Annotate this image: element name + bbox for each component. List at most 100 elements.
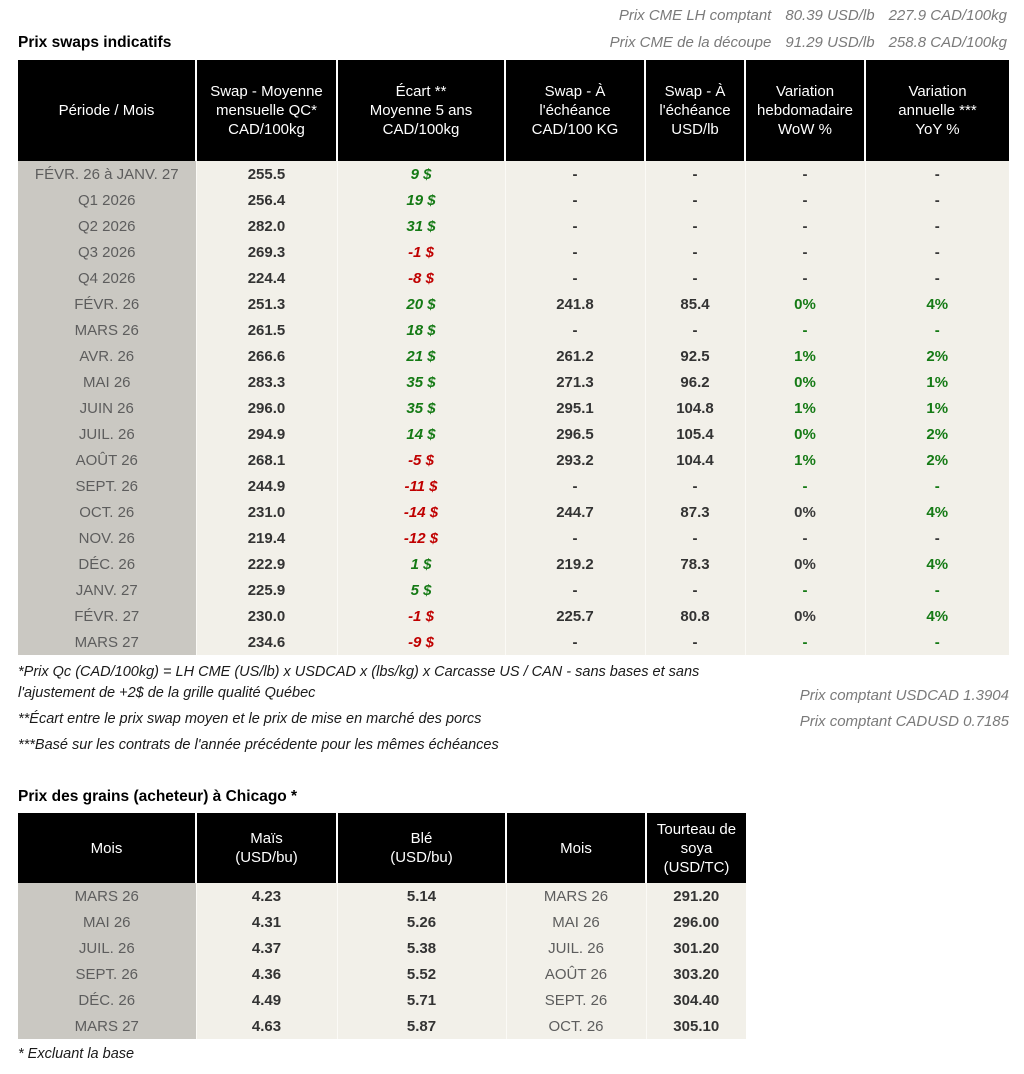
footnote-row-1: *Prix Qc (CAD/100kg) = LH CME (US/lb) x …	[18, 662, 1009, 704]
table-row: MARS 26 261.5 18 $ - - - -	[18, 317, 1009, 343]
spot-cadusd-label: Prix comptant CADUSD	[799, 713, 959, 730]
col-header-swap-moyenne-qc: Swap - Moyenne mensuelle QC* CAD/100kg	[195, 60, 337, 161]
soymeal-month-cell: OCT. 26	[505, 1013, 646, 1039]
wow-cell: 1%	[744, 343, 865, 369]
corn-price-cell: 4.23	[195, 883, 337, 909]
swap-maturity-cad-cell: 295.1	[504, 395, 645, 421]
swap-maturity-usd-cell: 92.5	[644, 343, 745, 369]
spot-usdcad-label: Prix comptant USDCAD	[799, 687, 959, 704]
table-row: MARS 27 234.6 -9 $ - - - -	[18, 629, 1009, 655]
table-row: OCT. 26 231.0 -14 $244.7 87.3 0% 4%	[18, 499, 1009, 525]
yoy-cell: 2%	[864, 447, 1009, 473]
yoy-cell: 4%	[864, 603, 1009, 629]
swap-maturity-cad-cell: -	[504, 213, 645, 239]
swap-qc-cell: 266.6	[195, 343, 337, 369]
swap-maturity-usd-cell: 104.4	[644, 447, 745, 473]
swaps-table: Période / Mois Swap - Moyenne mensuelle …	[18, 60, 1009, 655]
period-cell: Q4 2026	[18, 265, 196, 291]
ecart-cell: 18 $	[336, 317, 505, 343]
ecart-cell: -8 $	[336, 265, 505, 291]
swap-maturity-cad-cell: -	[504, 473, 645, 499]
col-header-ble: Blé (USD/bu)	[336, 813, 506, 883]
swap-maturity-usd-cell: -	[644, 187, 745, 213]
swap-qc-cell: 282.0	[195, 213, 337, 239]
cme-cutout-usd-value: 91.29 USD/lb	[785, 34, 875, 51]
corn-price-cell: 4.63	[195, 1013, 337, 1039]
ecart-cell: -12 $	[336, 525, 505, 551]
yoy-cell: -	[864, 317, 1009, 343]
swap-maturity-usd-cell: -	[644, 239, 745, 265]
yoy-cell: -	[864, 629, 1009, 655]
swap-maturity-usd-cell: 104.8	[644, 395, 745, 421]
table-row: AOÛT 26 268.1 -5 $293.2 104.4 1% 2%	[18, 447, 1009, 473]
yoy-cell: -	[864, 473, 1009, 499]
col-header-swap-echeance-usd: Swap - À l'échéance USD/lb	[644, 60, 745, 161]
swap-maturity-usd-cell: -	[644, 525, 745, 551]
cme-lh-spot-line: Prix CME LH comptant 80.39 USD/lb 227.9 …	[18, 6, 1007, 26]
grains-footnote: * Excluant la base	[18, 1046, 135, 1062]
swap-qc-cell: 268.1	[195, 447, 337, 473]
period-cell: AVR. 26	[18, 343, 196, 369]
wow-cell: 1%	[744, 395, 865, 421]
corn-price-cell: 4.37	[195, 935, 337, 961]
period-cell: OCT. 26	[18, 499, 196, 525]
period-cell: MAI 26	[18, 369, 196, 395]
table-row: DÉC. 26 4.49 5.71 SEPT. 26 304.40	[18, 987, 746, 1013]
month-cell: JUIL. 26	[18, 935, 196, 961]
wow-cell: -	[744, 239, 865, 265]
col-header-mais: Maïs (USD/bu)	[195, 813, 337, 883]
wow-cell: -	[744, 265, 865, 291]
grains-table: Mois Maïs (USD/bu) Blé (USD/bu) Mois Tou…	[18, 813, 746, 1039]
period-cell: JUIL. 26	[18, 421, 196, 447]
wow-cell: 0%	[744, 603, 865, 629]
swap-maturity-cad-cell: -	[504, 629, 645, 655]
swap-maturity-cad-cell: -	[504, 187, 645, 213]
period-cell: AOÛT 26	[18, 447, 196, 473]
table-row: MAI 26 283.3 35 $271.3 96.2 0% 1%	[18, 369, 1009, 395]
month-cell: DÉC. 26	[18, 987, 196, 1013]
period-cell: FÉVR. 26 à JANV. 27	[18, 161, 196, 187]
table-row: SEPT. 26 4.36 5.52 AOÛT 26 303.20	[18, 961, 746, 987]
swap-maturity-cad-cell: 293.2	[504, 447, 645, 473]
month-cell: MARS 27	[18, 1013, 196, 1039]
wow-cell: -	[744, 317, 865, 343]
swap-maturity-usd-cell: -	[644, 265, 745, 291]
swap-qc-cell: 255.5	[195, 161, 337, 187]
swap-maturity-usd-cell: -	[644, 629, 745, 655]
swap-maturity-cad-cell: -	[504, 577, 645, 603]
soymeal-price-cell: 304.40	[645, 987, 746, 1013]
table-row: DÉC. 26 222.9 1 $219.2 78.3 0% 4%	[18, 551, 1009, 577]
yoy-cell: 4%	[864, 551, 1009, 577]
ecart-cell: 1 $	[336, 551, 505, 577]
swaps-footnotes: *Prix Qc (CAD/100kg) = LH CME (US/lb) x …	[18, 662, 1009, 756]
grains-section-title: Prix des grains (acheteur) à Chicago *	[18, 788, 298, 805]
swaps-table-body: FÉVR. 26 à JANV. 27 255.5 9 $ - - - - Q1 2026 25…	[18, 161, 1009, 655]
yoy-cell: -	[864, 239, 1009, 265]
table-row: Q1 2026 256.4 19 $ - - - -	[18, 187, 1009, 213]
col-header-variation-wow: Variation hebdomadaire WoW %	[744, 60, 865, 161]
soymeal-month-cell: MAI 26	[505, 909, 646, 935]
ecart-cell: -14 $	[336, 499, 505, 525]
swap-qc-cell: 231.0	[195, 499, 337, 525]
soymeal-month-cell: AOÛT 26	[505, 961, 646, 987]
yoy-cell: -	[864, 577, 1009, 603]
col-header-periode-mois: Période / Mois	[18, 60, 196, 161]
footnote-ecart: **Écart entre le prix swap moyen et le p…	[18, 711, 482, 727]
period-cell: JANV. 27	[18, 577, 196, 603]
period-cell: Q2 2026	[18, 213, 196, 239]
swap-maturity-usd-cell: -	[644, 473, 745, 499]
col-header-swap-echeance-cad: Swap - À l'échéance CAD/100 KG	[504, 60, 645, 161]
ecart-cell: 9 $	[336, 161, 505, 187]
table-row: Q4 2026 224.4 -8 $ - - - -	[18, 265, 1009, 291]
ecart-cell: -5 $	[336, 447, 505, 473]
col-header-variation-yoy: Variation annuelle *** YoY %	[864, 60, 1009, 161]
wheat-price-cell: 5.52	[336, 961, 506, 987]
swaps-section-title: Prix swaps indicatifs	[18, 34, 172, 51]
grains-table-body: MARS 26 4.23 5.14 MARS 26 291.20 MAI 26 4.31 5.…	[18, 883, 746, 1039]
ecart-cell: -9 $	[336, 629, 505, 655]
ecart-cell: -1 $	[336, 603, 505, 629]
soymeal-price-cell: 303.20	[645, 961, 746, 987]
wow-cell: -	[744, 473, 865, 499]
wheat-price-cell: 5.26	[336, 909, 506, 935]
